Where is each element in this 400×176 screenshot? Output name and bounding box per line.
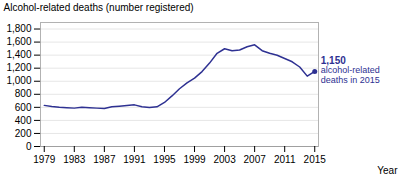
svg-text:1999: 1999 [183,154,206,165]
svg-text:1991: 1991 [123,154,146,165]
svg-text:Year: Year [377,165,398,176]
svg-text:2007: 2007 [244,154,267,165]
svg-text:2015: 2015 [304,154,327,165]
svg-text:1,600: 1,600 [6,36,31,47]
svg-text:1,200: 1,200 [6,62,31,73]
svg-text:1979: 1979 [33,154,56,165]
svg-text:0: 0 [26,141,32,152]
svg-text:1987: 1987 [93,154,116,165]
svg-text:1983: 1983 [63,154,86,165]
svg-text:1,000: 1,000 [6,75,31,86]
svg-text:1,150: 1,150 [321,55,346,66]
svg-text:1,800: 1,800 [6,23,31,34]
svg-text:2011: 2011 [274,154,296,165]
svg-text:alcohol-related: alcohol-related [321,65,380,75]
svg-text:1995: 1995 [153,154,176,165]
svg-text:800: 800 [15,88,32,99]
svg-text:2003: 2003 [213,154,236,165]
svg-text:400: 400 [15,115,32,126]
svg-text:1,400: 1,400 [6,49,31,60]
svg-text:200: 200 [15,128,32,139]
svg-text:Alcohol-related deaths (number: Alcohol-related deaths (number registere… [4,2,194,13]
svg-text:600: 600 [15,102,32,113]
svg-text:deaths in 2015: deaths in 2015 [321,75,380,85]
